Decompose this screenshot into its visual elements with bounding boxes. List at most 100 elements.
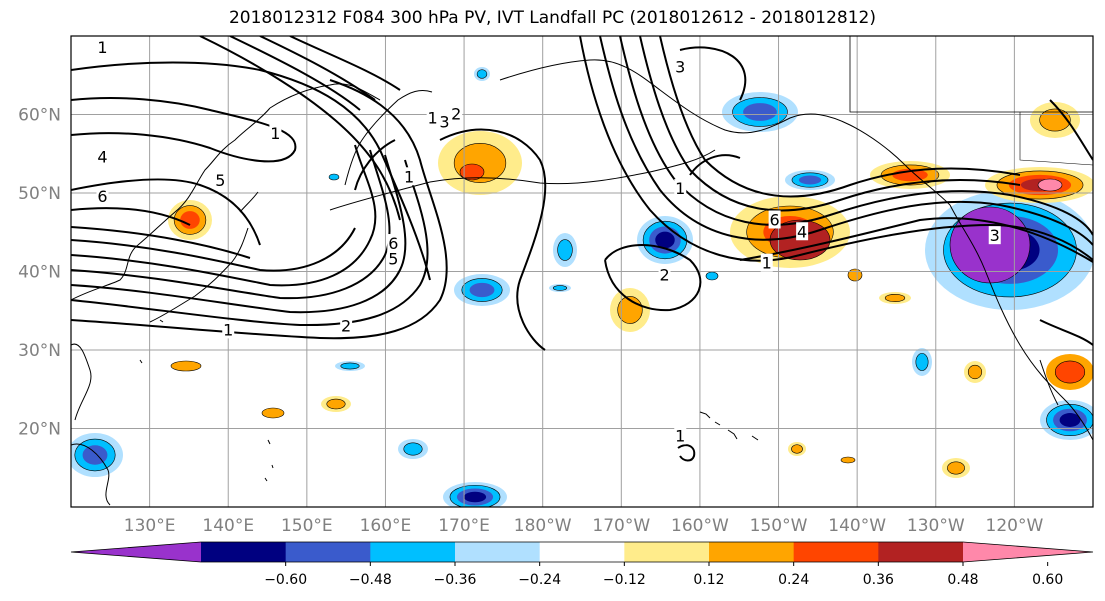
latitude-label: 40°N <box>18 263 61 283</box>
longitude-label: 140°E <box>202 516 254 536</box>
anomaly-blob <box>261 407 285 419</box>
contour-label: 3 <box>990 226 1000 245</box>
anomaly-blob <box>884 294 906 302</box>
contour-label: 2 <box>451 105 461 124</box>
colorbar: −0.60 −0.48 −0.36 −0.24 −0.12 0.12 0.24 0.36 0.4… <box>70 541 1094 588</box>
anomaly-blob <box>82 445 108 465</box>
contour-label-bg <box>674 57 687 76</box>
contour-label-bg <box>796 222 809 241</box>
contour-label-bg <box>214 171 227 190</box>
colorbar-extend-high <box>963 542 1093 562</box>
anomaly-blob <box>1059 413 1081 427</box>
contour-label: 2 <box>659 265 669 284</box>
colorbar-segment <box>370 542 456 562</box>
contour-label: 1 <box>97 38 107 57</box>
colorbar-tick-label: 0.24 <box>778 572 809 588</box>
anomaly-blob <box>967 364 983 380</box>
anomaly-blob <box>743 103 777 121</box>
contour-label-bg <box>340 316 353 335</box>
contour-label: 1 <box>404 167 414 186</box>
gridlines <box>71 36 1093 507</box>
latitude-label: 30°N <box>18 341 61 361</box>
contour-label-bg <box>426 108 439 127</box>
contour-label: 1 <box>270 124 280 143</box>
colorbar-segment <box>285 542 371 562</box>
contour-label: 1 <box>223 320 233 339</box>
contour-label: 5 <box>215 171 225 190</box>
longitude-labels: 130°E 140°E 150°E 160°E 170°E 180°W 170°W 160°W… <box>124 516 1044 536</box>
colorbar-outline <box>70 541 1094 563</box>
colorbar-tick-label: 0.12 <box>693 572 724 588</box>
colorbar-tick-label: −0.48 <box>349 572 392 588</box>
contour-label-bg <box>387 249 400 268</box>
contour-label: 5 <box>388 250 398 269</box>
contour-label: 6 <box>97 187 107 206</box>
anomaly-blob <box>791 444 803 454</box>
longitude-label: 150°W <box>750 516 808 536</box>
coastlines <box>71 36 1093 506</box>
contour-label: 4 <box>97 148 107 167</box>
contour-label-bg <box>988 226 1001 245</box>
colorbar-extend-low <box>71 542 201 562</box>
longitude-label: 180°W <box>514 516 572 536</box>
colorbar-segment <box>455 542 541 562</box>
contour-label: 3 <box>439 112 449 131</box>
anomaly-blob <box>340 362 360 370</box>
colorbar-tick-label: −0.60 <box>264 572 307 588</box>
longitude-label: 160°W <box>671 516 729 536</box>
longitude-label: 120°W <box>986 516 1044 536</box>
contour-label-bg <box>760 253 773 272</box>
anomaly-blob <box>847 268 863 282</box>
contour-label-bg <box>387 234 400 253</box>
contour-label-bg <box>269 124 282 143</box>
contour-label: 1 <box>675 179 685 198</box>
colorbar-tick-label: −0.36 <box>434 572 477 588</box>
pv-contours <box>71 36 1093 462</box>
longitude-label: 160°E <box>360 516 412 536</box>
longitude-label: 130°E <box>124 516 176 536</box>
colorbar-segment <box>201 542 287 562</box>
latitude-labels: 20°N 30°N 40°N 50°N 60°N <box>18 106 61 440</box>
colorbar-tick-label: −0.12 <box>603 572 646 588</box>
anomaly-blob <box>1054 360 1086 384</box>
anomaly-blob <box>469 282 495 298</box>
anomaly-blob <box>552 285 568 291</box>
colorbar-segment <box>793 542 879 562</box>
longitude-label: 170°E <box>438 516 490 536</box>
anomaly-blob <box>947 461 965 475</box>
latitude-label: 50°N <box>18 184 61 204</box>
longitude-label: 150°E <box>281 516 333 536</box>
colorbar-tick-label: 0.36 <box>863 572 894 588</box>
anomaly-blob <box>403 442 423 456</box>
anomaly-blob <box>328 173 340 181</box>
contour-label-bg <box>403 167 416 186</box>
colorbar-segment <box>624 542 710 562</box>
colorbar-segment <box>709 542 795 562</box>
anomaly-blob <box>840 456 856 464</box>
anomaly-blob <box>180 211 200 229</box>
colorbar-tick-label: −0.24 <box>518 572 561 588</box>
contour-label-bg <box>674 179 687 198</box>
colorbar-segment <box>878 542 964 562</box>
contour-label: 1 <box>428 108 438 127</box>
contour-label: 1 <box>675 426 685 445</box>
anomaly-blob <box>1037 178 1063 192</box>
map-title: 2018012312 F084 300 hPa PV, IVT Landfall… <box>228 8 876 28</box>
anomaly-blob <box>655 231 675 249</box>
anomaly-blob <box>476 69 488 79</box>
anomaly-blob <box>705 271 719 281</box>
anomaly-blob <box>798 175 822 185</box>
map-frame <box>70 35 1094 508</box>
contour-label: 6 <box>388 234 398 253</box>
anomaly-blob <box>326 398 346 410</box>
anomaly-blob <box>915 353 929 371</box>
longitude-label: 140°W <box>828 516 886 536</box>
contour-label-bg <box>96 186 109 205</box>
anomaly-blob <box>557 239 573 261</box>
contour-label-bg <box>450 104 463 123</box>
anomaly-blob <box>170 360 202 372</box>
colorbar-segment <box>539 542 625 562</box>
colorbar-tick-label: 0.60 <box>1032 572 1063 588</box>
contour-label-bg <box>674 426 687 445</box>
